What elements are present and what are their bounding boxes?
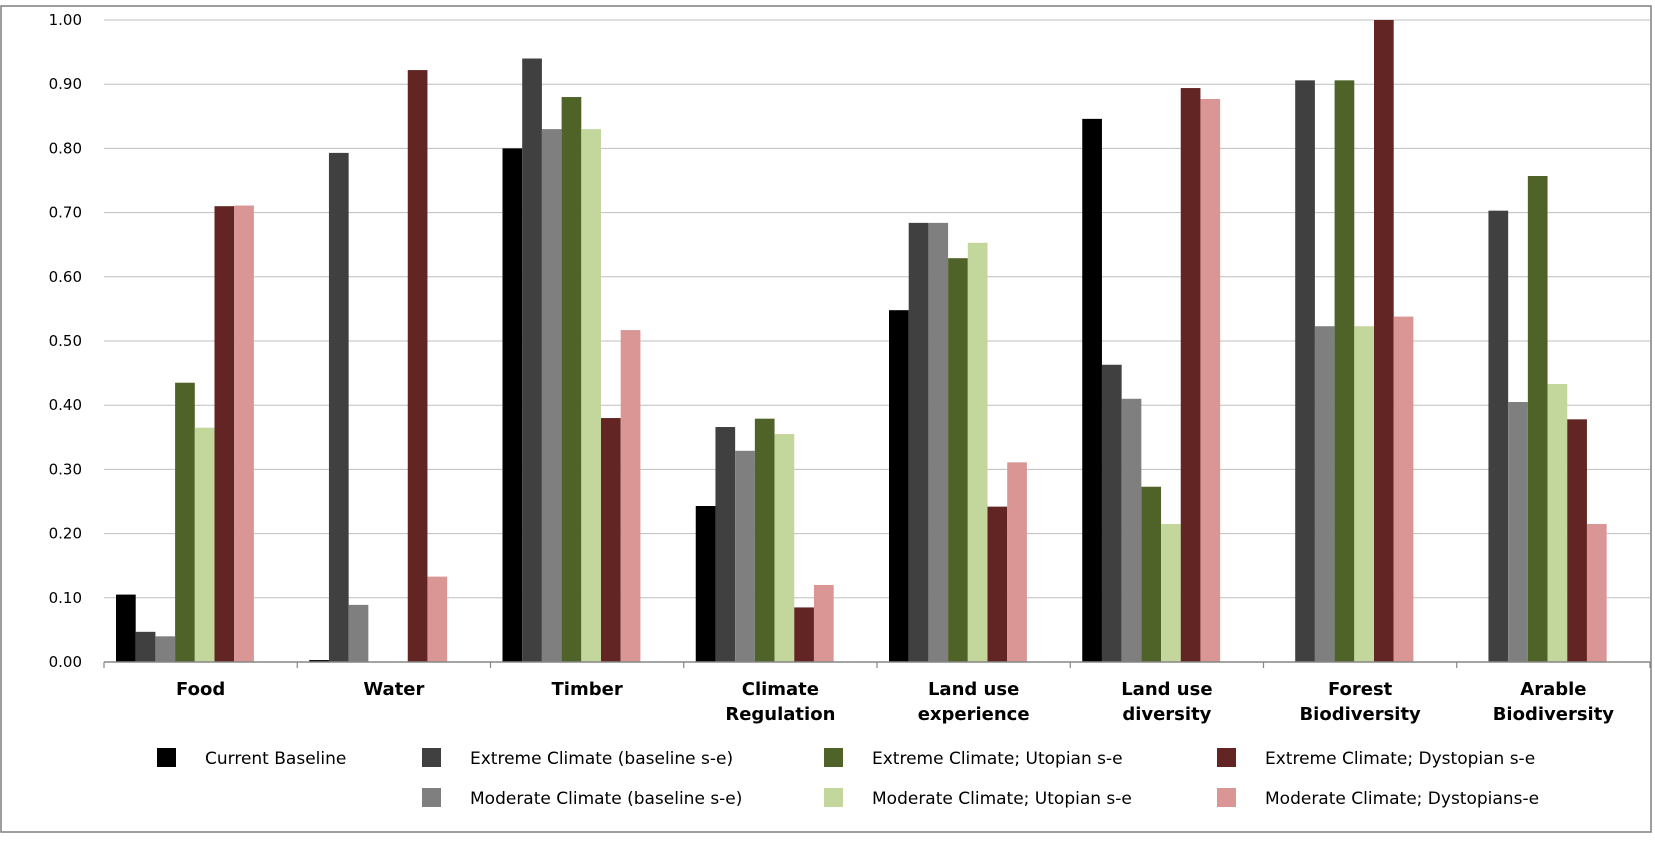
bar [735, 450, 755, 662]
x-category-label: Biodiversity [1493, 704, 1615, 725]
legend-label: Extreme Climate; Dystopian s-e [1265, 749, 1535, 769]
bar [715, 427, 736, 662]
bar [348, 604, 369, 662]
bar [194, 427, 215, 662]
bar [1180, 88, 1201, 662]
y-tick-label: 0.10 [49, 589, 82, 607]
bar [1334, 80, 1355, 662]
bar [407, 70, 428, 663]
bar [695, 505, 716, 662]
bar [1508, 401, 1528, 662]
bar [774, 434, 795, 662]
x-category-label: Water [363, 679, 424, 700]
legend-swatch [1217, 788, 1236, 807]
y-tick-label: 0.80 [49, 139, 82, 157]
legend-swatch [824, 748, 843, 767]
legend-label: Moderate Climate (baseline s-e) [470, 789, 742, 809]
legend: Current Baseline Extreme Climate (baselin… [157, 748, 1539, 809]
y-tick-label: 0.60 [49, 268, 82, 286]
bar [987, 506, 1008, 662]
legend-swatch [157, 748, 176, 767]
bar [1374, 20, 1394, 662]
x-category-label: Arable [1520, 679, 1586, 700]
bar [234, 205, 254, 662]
bars [116, 20, 1607, 663]
bar [309, 660, 329, 662]
bar [889, 310, 909, 662]
bar [1161, 523, 1181, 662]
legend-swatch [422, 748, 441, 767]
bar [328, 152, 349, 663]
x-axis [103, 661, 1651, 668]
x-category-label: Land use [1121, 679, 1212, 700]
legend-swatch [824, 788, 843, 807]
bar [155, 636, 176, 662]
y-axis-tick-labels: 0.00 0.10 0.20 0.30 0.40 0.50 0.60 0.70 0.80 0.90… [49, 11, 82, 671]
bar [116, 594, 136, 662]
y-tick-label: 0.90 [49, 75, 82, 93]
bar [620, 330, 641, 662]
x-category-label: Forest [1328, 679, 1393, 700]
legend-label: Extreme Climate (baseline s-e) [470, 749, 733, 769]
x-category-label: Land use [928, 679, 1019, 700]
bar [1200, 98, 1221, 662]
legend-label: Moderate Climate; Dystopians-e [1265, 789, 1539, 809]
legend-swatch [422, 788, 441, 807]
x-category-label: Timber [552, 679, 623, 700]
legend-label: Extreme Climate; Utopian s-e [872, 749, 1123, 769]
bar [1121, 398, 1142, 662]
x-category-label: Food [176, 679, 225, 700]
bar [1488, 210, 1509, 662]
y-tick-label: 0.00 [49, 653, 82, 671]
bar [794, 607, 814, 662]
bar [581, 129, 601, 662]
y-tick-label: 0.30 [49, 460, 82, 478]
bar [502, 148, 523, 662]
y-tick-label: 0.70 [49, 204, 82, 222]
y-tick-label: 0.40 [49, 396, 82, 414]
bar [948, 258, 968, 662]
legend-label: Current Baseline [205, 749, 346, 769]
bar [1527, 176, 1548, 663]
x-category-label: Regulation [725, 704, 835, 725]
legend-swatch [1217, 748, 1236, 767]
bar [1141, 486, 1162, 662]
bar [813, 584, 834, 662]
bar [1082, 118, 1102, 663]
bar [1101, 364, 1122, 662]
bar [427, 576, 448, 662]
bar [1354, 326, 1374, 662]
bar [1586, 523, 1607, 662]
bar [908, 222, 929, 662]
bar [541, 129, 562, 662]
bar [175, 382, 195, 662]
x-category-label: Biodiversity [1299, 704, 1421, 725]
legend-label: Moderate Climate; Utopian s-e [872, 789, 1132, 809]
bar [1295, 80, 1315, 662]
y-tick-label: 0.20 [49, 525, 82, 543]
bar [928, 222, 949, 662]
bar [967, 242, 988, 663]
bar [754, 418, 775, 662]
bar [1007, 462, 1027, 662]
bar [1314, 326, 1335, 662]
y-tick-label: 0.50 [49, 332, 82, 350]
y-tick-label: 1.00 [49, 11, 82, 29]
x-category-label: experience [918, 704, 1030, 725]
x-category-label: Climate [742, 679, 819, 700]
bar [561, 97, 582, 663]
bar [135, 631, 156, 662]
bar [1393, 316, 1414, 662]
bar [214, 206, 235, 662]
x-axis-category-labels: Food Water Timber Climate Regulation Land use… [176, 679, 1614, 725]
x-category-label: diversity [1122, 704, 1211, 725]
bar [1547, 384, 1568, 662]
bar [522, 58, 542, 662]
bar [601, 418, 621, 662]
bar [1567, 419, 1587, 662]
